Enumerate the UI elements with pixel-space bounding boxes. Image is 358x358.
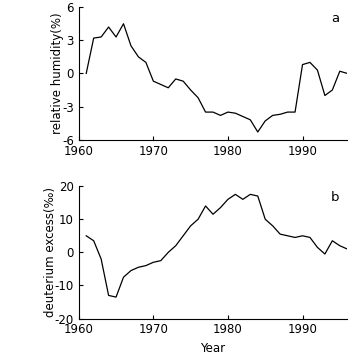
Text: b: b <box>331 192 339 204</box>
Y-axis label: deuterium excess(‰): deuterium excess(‰) <box>44 187 57 317</box>
Text: a: a <box>331 13 339 25</box>
X-axis label: Year: Year <box>200 342 226 355</box>
Y-axis label: relative humidity(%): relative humidity(%) <box>51 13 64 134</box>
